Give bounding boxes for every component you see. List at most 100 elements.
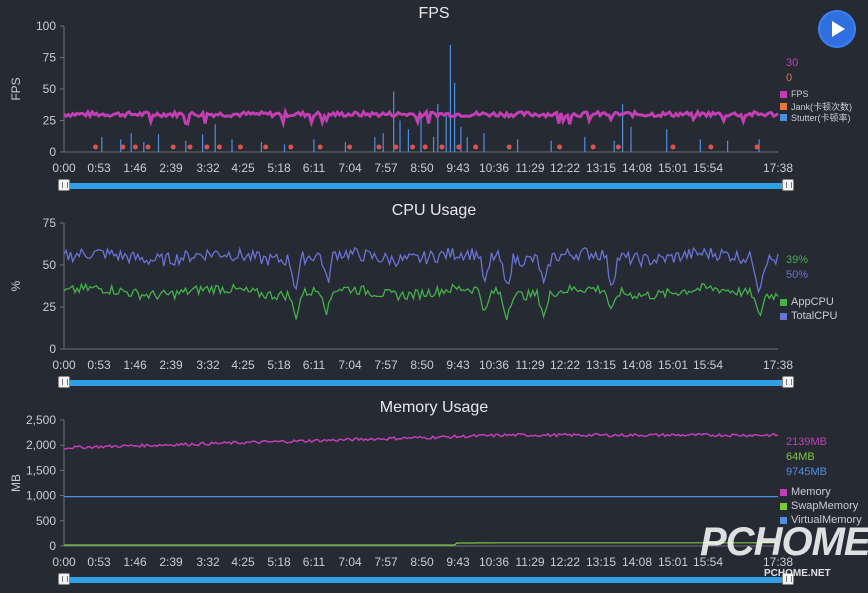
- jank-marker: [422, 144, 428, 150]
- x-tick-label: 5:18: [267, 161, 291, 175]
- jank-marker: [204, 144, 210, 150]
- x-tick-label: 7:57: [374, 358, 398, 372]
- fps-chart-title: FPS: [418, 5, 450, 22]
- x-tick-label: 6:11: [303, 358, 326, 372]
- jank-marker: [615, 144, 621, 150]
- jank-marker: [145, 144, 151, 150]
- x-tick-label: 12:22: [550, 161, 580, 175]
- y-tick-label: 25: [43, 114, 57, 128]
- x-tick-label: 2:39: [159, 161, 183, 175]
- cpu-range-slider[interactable]: [58, 376, 794, 388]
- x-tick-label: 7:04: [338, 161, 362, 175]
- memory-current-value: 2139MB: [786, 436, 827, 448]
- y-tick-label: 2,000: [26, 438, 56, 452]
- x-tick-label: 14:08: [622, 555, 652, 569]
- y-tick-label: 0: [49, 145, 56, 159]
- x-tick-label: 9:43: [446, 161, 470, 175]
- legend-virtualmemory[interactable]: VirtualMemory: [780, 514, 862, 526]
- x-tick-label: 9:43: [446, 555, 470, 569]
- jank-marker: [317, 144, 323, 150]
- x-tick-label: 7:04: [338, 555, 362, 569]
- jank-marker: [93, 144, 98, 150]
- x-tick-label: 2:39: [159, 358, 183, 372]
- jank-marker: [288, 144, 294, 150]
- x-tick-label: 12:22: [550, 358, 580, 372]
- x-tick-label: 0:00: [52, 161, 76, 175]
- y-tick-label: 25: [43, 300, 57, 314]
- x-tick-label: 2:39: [159, 555, 183, 569]
- jank-marker: [120, 144, 126, 150]
- y-tick-label: 75: [43, 216, 57, 230]
- y-tick-label: 0: [49, 342, 56, 356]
- y-tick-label: 75: [43, 51, 57, 65]
- jank-marker: [708, 144, 714, 150]
- jank-marker: [557, 144, 563, 150]
- x-tick-label: 8:50: [410, 555, 434, 569]
- x-tick-label: 5:18: [267, 555, 291, 569]
- swapmemory-current-value: 64MB: [786, 451, 815, 463]
- y-tick-label: 1,500: [26, 463, 56, 477]
- watermark-logo: PCHOME: [700, 520, 868, 564]
- x-tick-label: 12:22: [550, 555, 580, 569]
- cpu-slider-start-handle[interactable]: [58, 376, 70, 388]
- fps-current-value: 30: [786, 57, 799, 69]
- jank-marker: [376, 144, 382, 150]
- memory-slider-start-handle[interactable]: [58, 573, 70, 585]
- play-button[interactable]: [818, 10, 856, 48]
- x-tick-label: 15:01: [658, 161, 688, 175]
- x-tick-label: 6:11: [303, 555, 326, 569]
- fps-range-slider[interactable]: [58, 179, 794, 191]
- jank-marker: [170, 144, 176, 150]
- x-tick-label: 10:36: [479, 358, 509, 372]
- x-tick-label: 11:29: [515, 555, 544, 569]
- jank-marker: [754, 144, 760, 150]
- jank-marker: [237, 144, 243, 150]
- watermark-url: PCHOME.NET: [764, 568, 831, 579]
- memory-series-line: [64, 432, 779, 450]
- jank-marker: [456, 144, 462, 150]
- jank-marker: [590, 144, 596, 150]
- x-tick-label: 15:54: [693, 161, 723, 175]
- legend-fps[interactable]: FPS: [780, 89, 809, 99]
- legend-appcpu[interactable]: AppCPU: [780, 296, 834, 308]
- appcpu-series-line: [63, 282, 779, 321]
- x-tick-label: 10:36: [479, 161, 509, 175]
- x-tick-label: 5:18: [267, 358, 291, 372]
- x-tick-label: 15:01: [658, 358, 688, 372]
- y-tick-label: 100: [36, 19, 56, 33]
- legend-swapmemory[interactable]: SwapMemory: [780, 500, 858, 512]
- x-tick-label: 0:53: [87, 555, 111, 569]
- x-tick-label: 8:50: [410, 358, 434, 372]
- cpu-slider-end-handle[interactable]: [782, 376, 794, 388]
- memory-slider-end-handle[interactable]: [782, 573, 794, 585]
- x-tick-label: 17:38: [763, 161, 793, 175]
- legend-totalcpu[interactable]: TotalCPU: [780, 310, 837, 322]
- totalcpu-current-value: 50%: [786, 269, 809, 281]
- jank-marker: [187, 144, 193, 150]
- appcpu-current-value: 39%: [786, 254, 809, 266]
- y-tick-label: 50: [43, 258, 57, 272]
- x-tick-label: 10:36: [479, 555, 509, 569]
- memory-range-slider[interactable]: [58, 573, 794, 585]
- legend-jank[interactable]: Jank(卡顿次数): [780, 100, 852, 113]
- legend-memory[interactable]: Memory: [780, 486, 831, 498]
- jank-marker: [216, 144, 222, 150]
- x-tick-label: 0:00: [52, 555, 76, 569]
- x-tick-label: 14:08: [622, 161, 652, 175]
- y-axis-title: %: [9, 280, 23, 291]
- x-tick-label: 13:15: [586, 555, 616, 569]
- fps-slider-end-handle[interactable]: [782, 179, 794, 191]
- x-tick-label: 6:11: [303, 161, 326, 175]
- legend-stutter[interactable]: Stutter(卡顿率): [780, 111, 851, 124]
- x-tick-label: 8:50: [410, 161, 434, 175]
- x-tick-label: 1:46: [123, 555, 147, 569]
- x-tick-label: 1:46: [123, 161, 147, 175]
- play-icon: [832, 21, 845, 37]
- virtualmemory-current-value: 9745MB: [786, 466, 827, 478]
- x-tick-label: 4:25: [231, 358, 255, 372]
- fps-slider-start-handle[interactable]: [58, 179, 70, 191]
- x-tick-label: 4:25: [231, 161, 255, 175]
- y-tick-label: 1,000: [26, 489, 56, 503]
- jank-marker: [506, 144, 512, 150]
